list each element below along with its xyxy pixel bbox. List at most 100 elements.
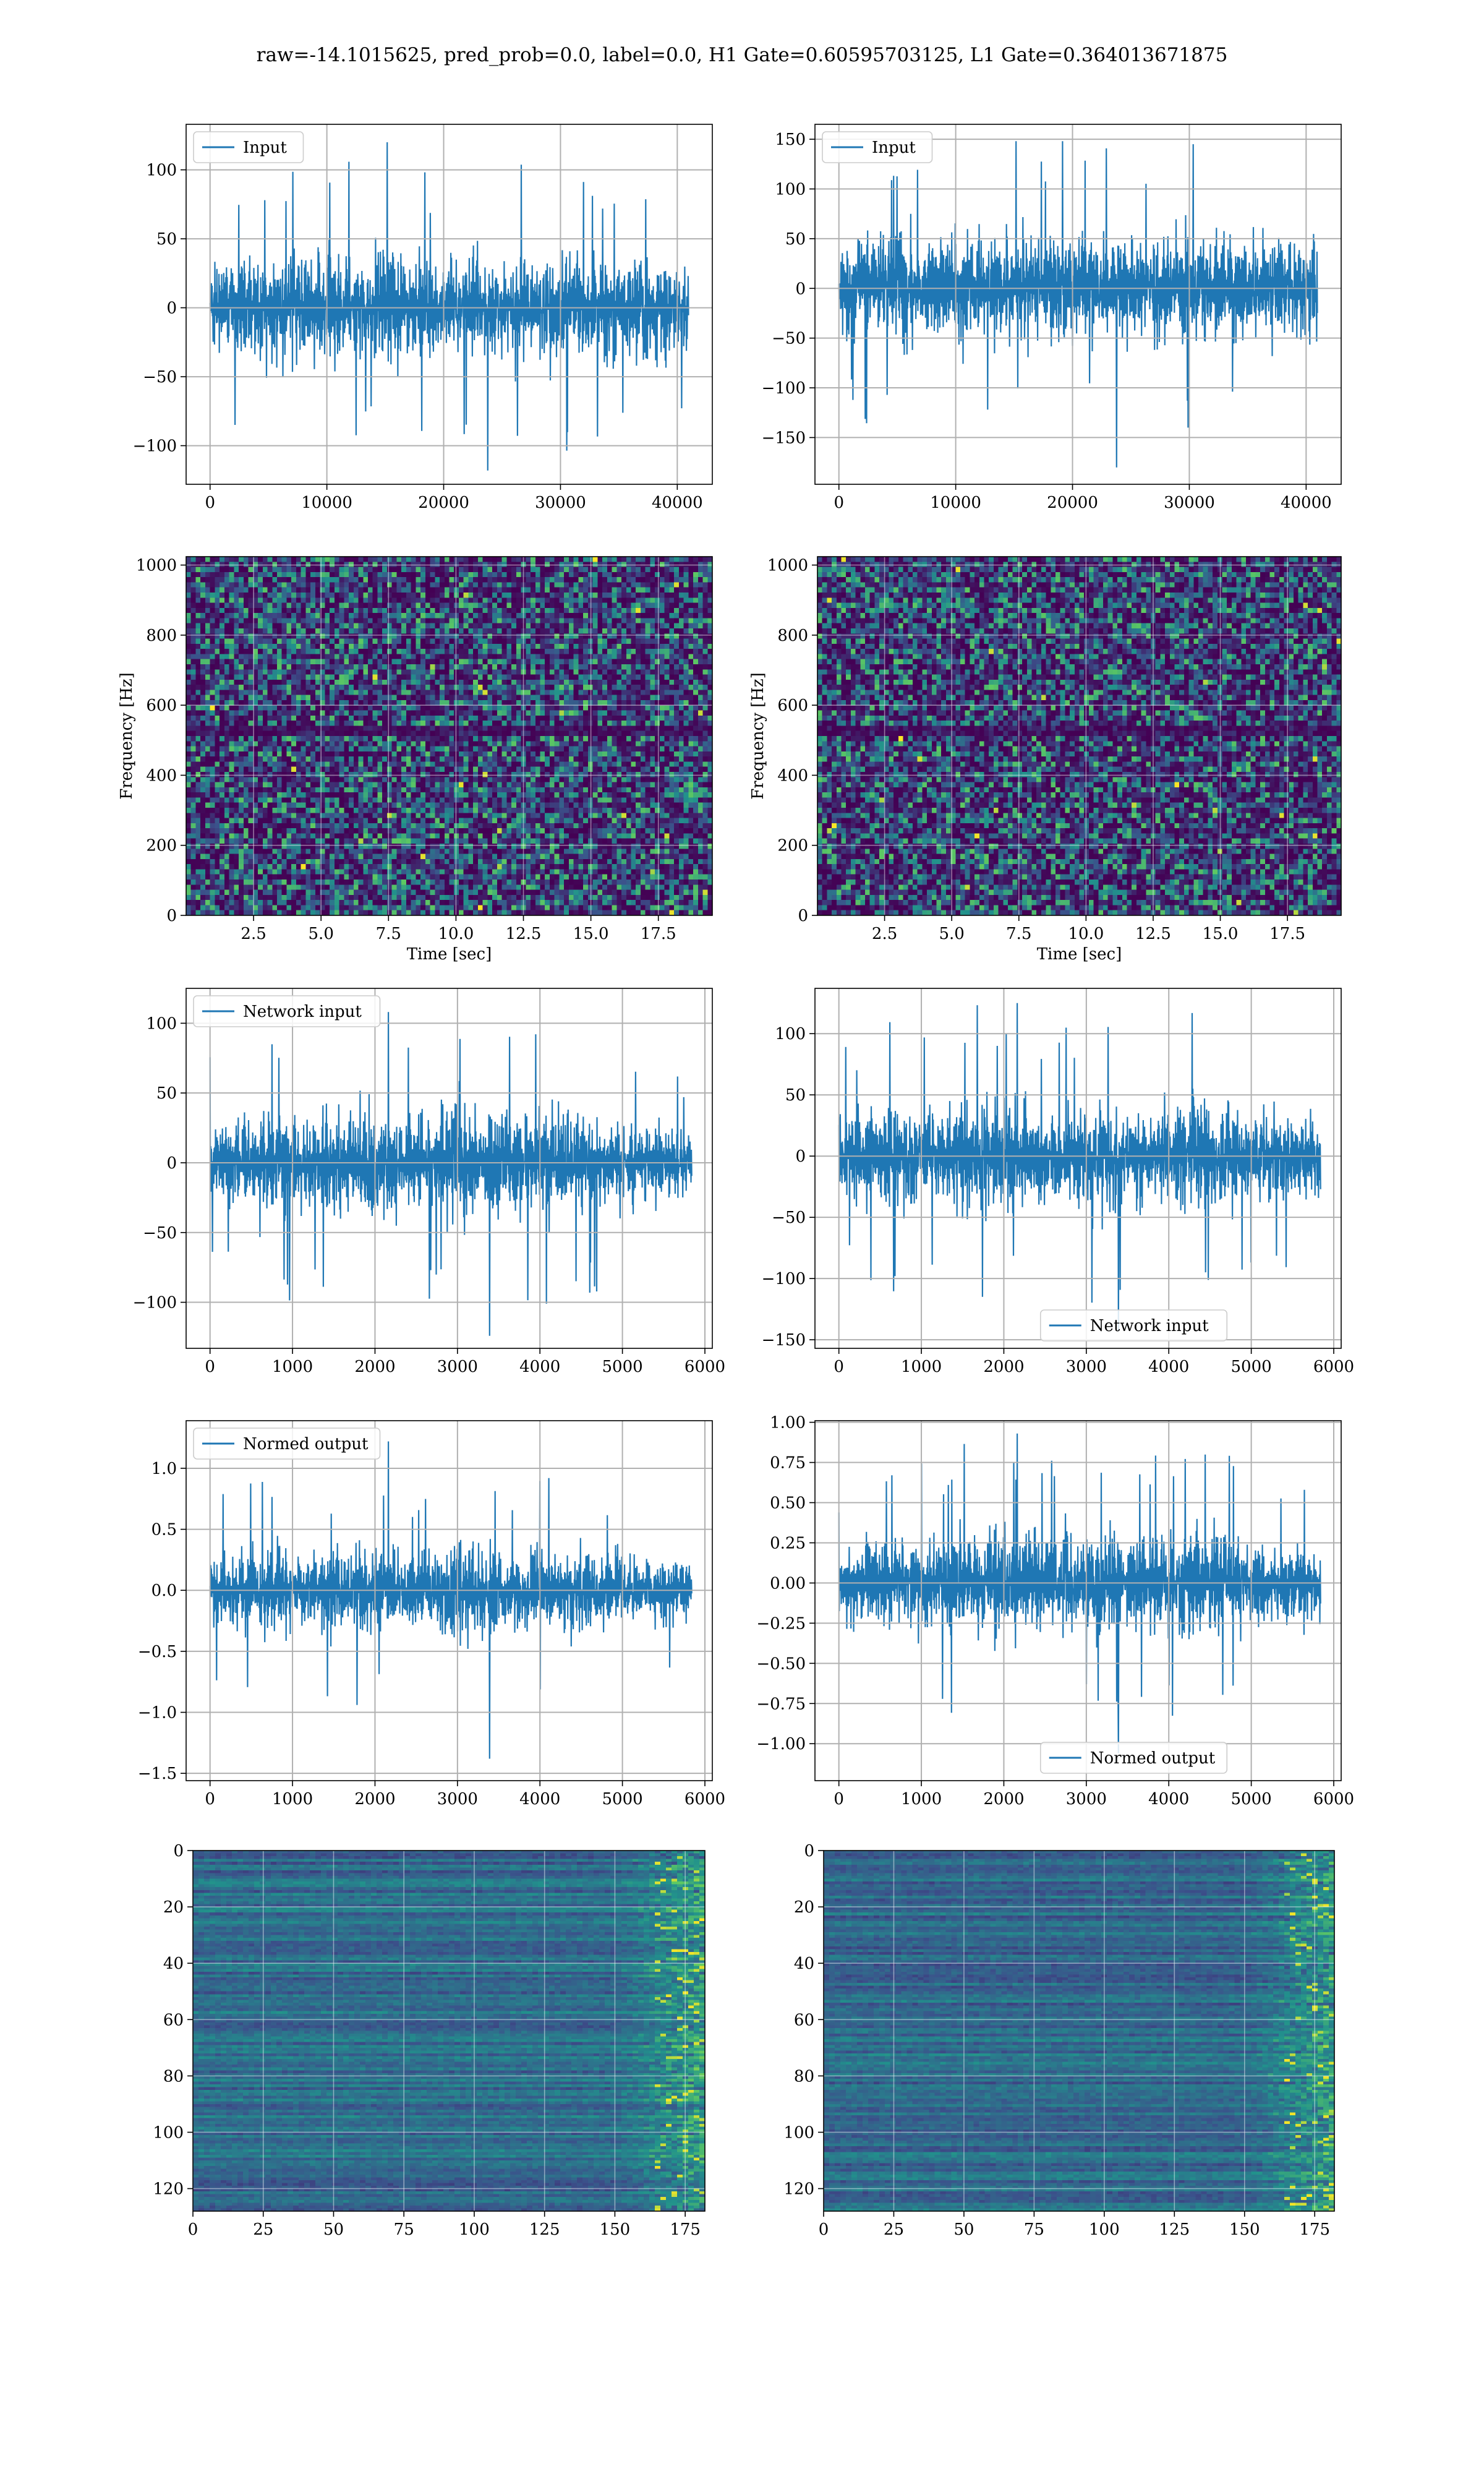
y-tick-label: 120 [783, 2180, 814, 2199]
x-tick-label: 1000 [901, 1358, 942, 1376]
legend: Network input [1039, 1309, 1228, 1342]
y-tick-label: 100 [146, 1014, 177, 1033]
y-tick-label: 0 [166, 299, 177, 318]
x-tick-label: 50 [953, 2220, 974, 2239]
x-tick-label: 15.0 [573, 925, 609, 943]
subplot-row5-right: 0 25 50 75 100 125 150 175 0 20 40 60 80 100 120 [783, 1842, 1335, 2239]
subplot-row3-right: 0 1000 2000 3000 4000 5000 6000 −150 −100 −50 0 50 1… [762, 988, 1354, 1376]
axes-frame [192, 1850, 706, 2212]
x-tick-label: 17.5 [641, 925, 676, 943]
y-tick-label: 1000 [136, 557, 177, 575]
x-tick-label: 1000 [901, 1790, 942, 1808]
x-tick-label: 4000 [519, 1358, 560, 1376]
x-tick-label: 17.5 [1269, 925, 1305, 943]
x-tick-label: 7.5 [1006, 925, 1031, 943]
x-tick-label: 7.5 [376, 925, 401, 943]
x-tick-label: 10.0 [1068, 925, 1104, 943]
y-tick-label: −0.50 [756, 1654, 806, 1673]
y-tick-label: 400 [777, 766, 808, 785]
y-tick-label: −0.25 [756, 1614, 806, 1633]
axes-frame [823, 1850, 1335, 2212]
y-tick-label: 200 [146, 837, 177, 855]
x-tick-label: 75 [394, 2220, 414, 2239]
x-tick-label: 0 [205, 1790, 215, 1808]
series-line [209, 1441, 693, 1759]
x-tick-label: 175 [1299, 2220, 1330, 2239]
y-tick-label: 50 [785, 1086, 806, 1105]
y-tick-label: 0 [795, 280, 806, 298]
x-tick-label: 6000 [684, 1358, 725, 1376]
x-tick-label: 0 [834, 1358, 844, 1376]
x-tick-label: 25 [884, 2220, 904, 2239]
x-tick-label: 125 [529, 2220, 560, 2239]
x-tick-label: 12.5 [1135, 925, 1171, 943]
subplot-row1-right: 0 10000 20000 30000 40000 −150 −100 −50 0 50 100 15… [762, 124, 1342, 512]
y-tick-label: −0.5 [138, 1643, 177, 1661]
figure-suptitle: raw=-14.1015625, pred_prob=0.0, label=0.… [257, 44, 1228, 66]
x-tick-label: 10000 [930, 494, 981, 512]
plot-area [186, 988, 712, 1348]
y-tick-label: 50 [156, 1084, 177, 1103]
x-tick-label: 150 [600, 2220, 631, 2239]
y-tick-label: 0 [173, 1842, 184, 1860]
y-tick-label: 150 [775, 131, 806, 149]
plot-area [824, 1851, 1334, 2211]
y-tick-label: 120 [153, 2180, 184, 2199]
subplot-row4-left: 0 1000 2000 3000 4000 5000 6000 −1.5 −1.0 −0.5 0.0… [138, 1420, 725, 1808]
axes-frame [814, 124, 1342, 485]
axes-frame [817, 556, 1342, 916]
y-tick-label: −50 [772, 330, 806, 348]
y-tick-label: −150 [762, 429, 806, 447]
x-axis-label: Time [sec] [407, 945, 492, 964]
y-tick-label: −1.5 [138, 1765, 177, 1783]
y-tick-label: 800 [777, 627, 808, 645]
y-tick-label: 20 [163, 1898, 184, 1917]
x-tick-label: 75 [1024, 2220, 1044, 2239]
y-tick-label: 0 [804, 1842, 814, 1860]
y-tick-label: 400 [146, 766, 177, 785]
y-tick-label: −50 [143, 368, 177, 387]
legend: Normed output [193, 1427, 381, 1460]
x-tick-label: 100 [1089, 2220, 1120, 2239]
plot-area [193, 1851, 705, 2211]
subplot-row1-left: 0 10000 20000 30000 40000 −100 −50 0 50 100 Input [133, 124, 713, 512]
plot-area [817, 557, 1341, 915]
x-tick-label: 125 [1159, 2220, 1190, 2239]
y-tick-label: 0 [795, 1147, 806, 1166]
legend-label: Input [872, 139, 916, 157]
legend: Network input [193, 995, 381, 1027]
x-tick-label: 0 [834, 494, 844, 512]
y-tick-label: 1000 [767, 557, 808, 575]
y-tick-label: −150 [762, 1331, 806, 1350]
plot-area [815, 124, 1341, 484]
y-tick-label: 0.0 [151, 1582, 177, 1600]
x-tick-label: 0 [205, 494, 215, 512]
series-line [209, 142, 689, 471]
x-tick-label: 20000 [418, 494, 469, 512]
x-tick-label: 5000 [602, 1358, 643, 1376]
x-tick-label: 0 [205, 1358, 215, 1376]
x-tick-label: 2.5 [872, 925, 897, 943]
y-tick-label: 0 [166, 907, 177, 925]
series-line [838, 1003, 1321, 1332]
y-tick-label: 200 [777, 837, 808, 855]
y-tick-label: 600 [146, 696, 177, 715]
axes-frame [186, 124, 713, 485]
x-tick-label: 40000 [1281, 494, 1332, 512]
legend: Input [822, 131, 933, 163]
y-tick-label: 100 [153, 2123, 184, 2142]
x-tick-label: 2.5 [241, 925, 266, 943]
y-tick-label: −100 [133, 437, 177, 456]
legend-label: Normed output [1090, 1749, 1216, 1768]
y-tick-label: −100 [762, 379, 806, 398]
x-tick-label: 6000 [684, 1790, 725, 1808]
x-tick-label: 2000 [354, 1790, 395, 1808]
axes-frame [186, 1420, 713, 1781]
x-tick-label: 3000 [1066, 1790, 1107, 1808]
series-line [838, 1433, 1321, 1753]
x-tick-label: 4000 [1148, 1358, 1189, 1376]
subplot-row4-right: 0 1000 2000 3000 4000 5000 6000 −1.00 −0.75 −0.50… [756, 1414, 1354, 1808]
axes-frame [186, 556, 713, 916]
x-tick-label: 20000 [1047, 494, 1098, 512]
